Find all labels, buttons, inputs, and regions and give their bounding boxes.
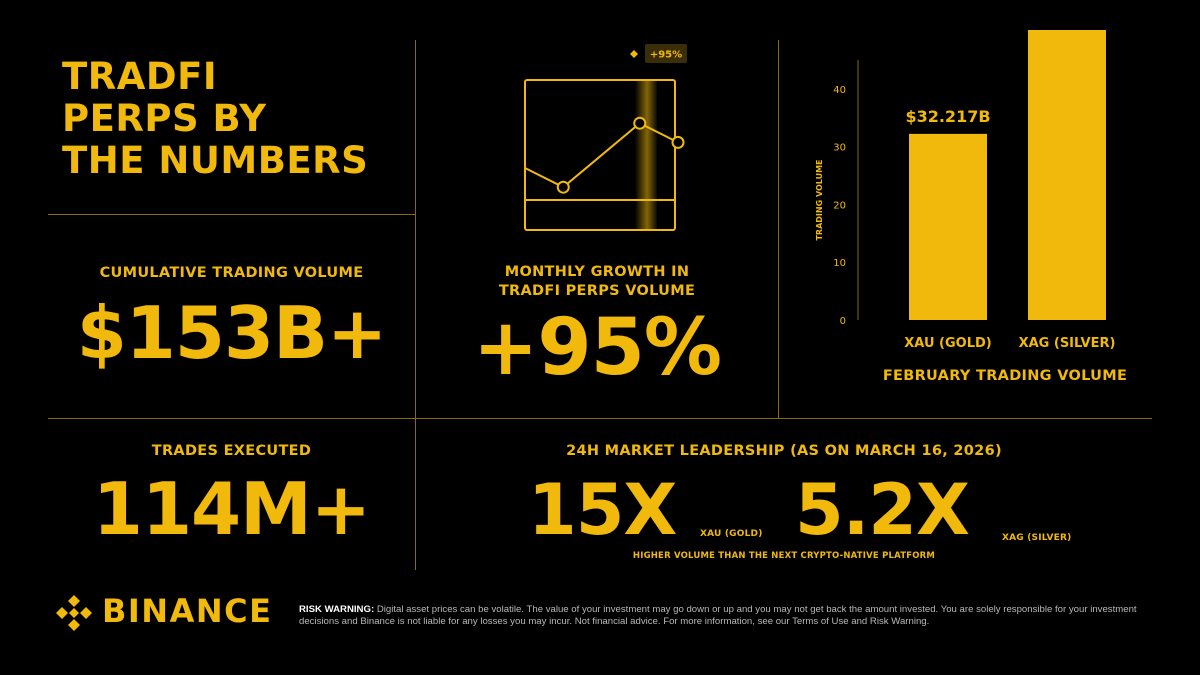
chart-y-tick-label: 40 (833, 85, 846, 96)
risk-warning-prefix: RISK WARNING: (299, 604, 375, 615)
silver-multiplier-value: 5.2X (795, 469, 970, 551)
divider-vertical-left (415, 40, 416, 570)
binance-logo-icon (56, 595, 92, 631)
divider-vertical-right (778, 40, 779, 418)
title-line-3: THE NUMBERS (62, 139, 369, 182)
chart-data-label: $32.217B (905, 107, 990, 126)
growth-chip-label: +95% (650, 50, 682, 61)
chart-x-tick-label: XAG (SILVER) (1019, 336, 1116, 351)
chart-bar (1028, 30, 1106, 320)
diamond-icon (630, 50, 638, 58)
chart-x-title: FEBRUARY TRADING VOLUME (882, 368, 1128, 384)
illustration-point (633, 116, 647, 130)
chart-y-tick-label: 0 (840, 316, 846, 327)
monthly-growth-label-line-1: MONTHLY GROWTH IN (504, 264, 690, 280)
trades-executed-value: 114M+ (92, 467, 371, 551)
monthly-growth-value: +95% (472, 303, 722, 393)
title-line-1: TRADFI (62, 55, 218, 98)
monthly-growth-label-line-2: TRADFI PERPS VOLUME (498, 283, 696, 299)
chart-y-tick-label: 10 (833, 258, 846, 269)
leadership-title: 24H MARKET LEADERSHIP (AS ON MARCH 16, 2… (566, 443, 1002, 459)
risk-warning: RISK WARNING: Digital asset prices can b… (299, 604, 1159, 627)
chip-background (645, 44, 687, 63)
gold-multiplier-label: XAU (GOLD) (700, 529, 763, 539)
chart-y-tick-label: 30 (833, 143, 846, 154)
illustration-highlight-band (635, 80, 657, 230)
gold-multiplier-value: 15X (528, 469, 677, 551)
silver-multiplier-label: XAG (SILVER) (1002, 533, 1072, 543)
illustration-point (671, 135, 685, 149)
leadership-footnote: HIGHER VOLUME THAN THE NEXT CRYPTO-NATIV… (632, 551, 936, 561)
growth-chip: +95% (630, 44, 687, 63)
illustration-point (556, 180, 570, 194)
illustration-frame (524, 79, 676, 231)
cumulative-volume-value: $153B+ (76, 291, 388, 375)
february-volume-chart: 0 10 20 30 40 TRADING VOLUME $32.217B XAU (GOLD… (815, 30, 1116, 351)
divider-horizontal-middle (48, 418, 1152, 419)
chart-y-tick-label: 20 (833, 200, 846, 211)
title-line-2: PERPS BY (62, 97, 267, 140)
monthly-growth-label: MONTHLY GROWTH IN TRADFI PERPS VOLUME (416, 263, 778, 301)
cumulative-volume-label: CUMULATIVE TRADING VOLUME (99, 265, 364, 281)
binance-wordmark: BINANCE (102, 592, 273, 630)
risk-warning-text: Digital asset prices can be volatile. Th… (299, 604, 1137, 627)
chart-x-tick-label: XAU (GOLD) (904, 336, 991, 351)
chart-bar (909, 133, 987, 320)
growth-illustration: +95% (524, 44, 687, 231)
page-title: TRADFI PERPS BY THE NUMBERS (62, 56, 368, 182)
illustration-trend-line (524, 122, 679, 189)
trades-executed-label: TRADES EXECUTED (151, 443, 312, 459)
divider-horizontal-top-left (48, 214, 415, 215)
chart-y-axis-title: TRADING VOLUME (815, 159, 824, 240)
